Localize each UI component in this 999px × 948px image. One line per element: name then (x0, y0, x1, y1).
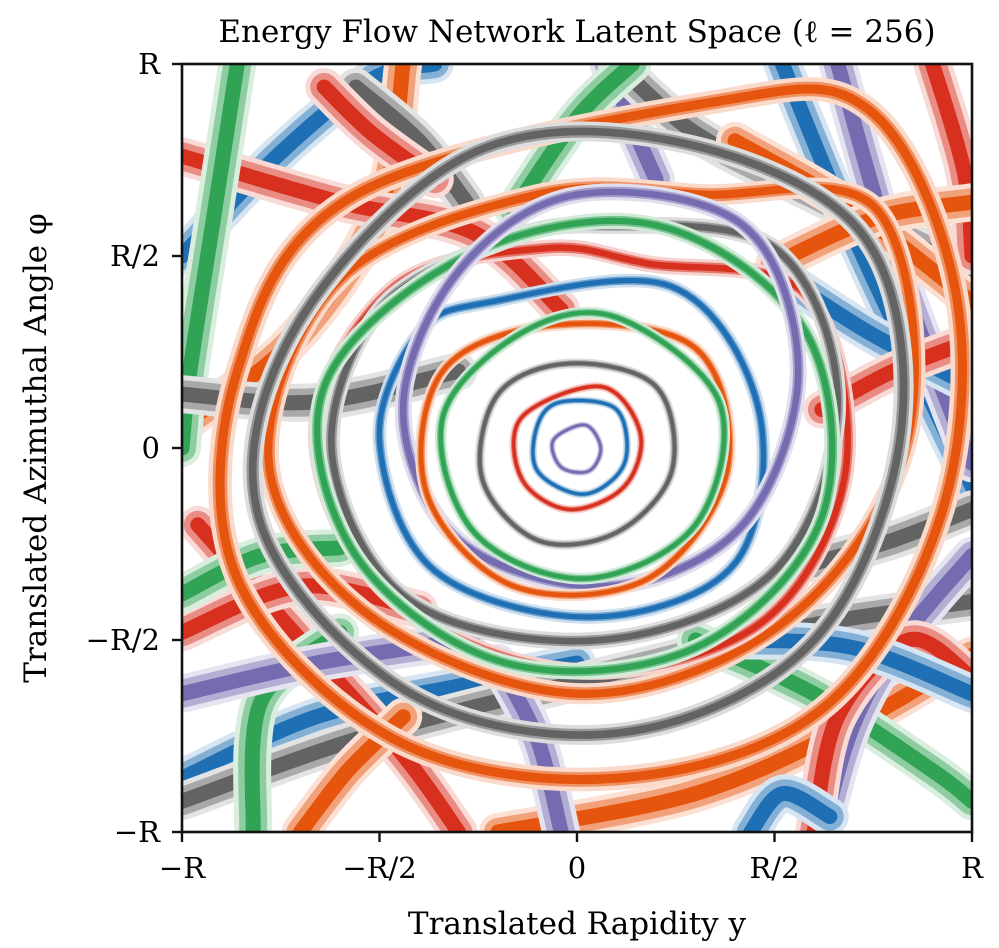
filter-contour-14 (242, 121, 914, 745)
filter-band-core (348, 79, 474, 210)
filter-band-33 (182, 528, 359, 613)
y-axis-label: Translated Azimuthal Angle φ (18, 213, 54, 682)
filter-contour-core (418, 321, 732, 598)
x-tick-label: −R/2 (342, 851, 416, 885)
filter-contour-core (376, 277, 767, 620)
filter-band-core (806, 501, 972, 571)
filter-curves (182, 64, 972, 832)
x-axis-ticks: −R −R/2 0 R/2 R (159, 832, 984, 885)
y-tick-label: R (138, 47, 161, 81)
filter-contour-4 (309, 212, 841, 680)
y-tick-label: −R (114, 815, 161, 849)
filter-band-core (182, 540, 348, 602)
filter-band-25 (336, 68, 486, 222)
y-tick-label: 0 (142, 431, 160, 465)
y-tick-label: R/2 (110, 239, 160, 273)
filter-contour-13 (208, 77, 972, 792)
filter-contour-core (215, 84, 967, 784)
filter-contour-1 (257, 177, 926, 705)
filter-contour-core (478, 361, 677, 547)
filter-contour-core (438, 310, 727, 581)
x-tick-label: R (961, 851, 984, 885)
filter-contour-core (512, 384, 643, 512)
filter-contour-12 (548, 421, 605, 476)
filter-contour-core (550, 423, 603, 474)
filter-contour-8 (434, 306, 731, 585)
x-tick-label: 0 (568, 851, 586, 885)
filter-contour-5 (372, 273, 771, 624)
y-tick-label: −R/2 (86, 623, 160, 657)
filter-contour-10 (509, 382, 646, 514)
x-axis-label: Translated Rapidity y (408, 906, 747, 942)
filter-contour-core (248, 127, 908, 739)
chart-title: Energy Flow Network Latent Space (ℓ = 25… (218, 14, 935, 50)
filter-contour-core (264, 183, 919, 698)
x-tick-label: R/2 (749, 851, 799, 885)
filter-contour-core (314, 217, 836, 675)
filter-contour-11 (529, 396, 631, 499)
x-tick-label: −R (159, 851, 206, 885)
y-axis-ticks: −R −R/2 0 R/2 R (86, 47, 182, 849)
filter-band-19 (731, 774, 849, 832)
filter-band-core (743, 786, 838, 832)
filter-contour-7 (415, 317, 736, 602)
filter-contour-core (531, 399, 629, 496)
filter-contour-9 (475, 358, 680, 550)
filter-band-28 (795, 490, 972, 583)
